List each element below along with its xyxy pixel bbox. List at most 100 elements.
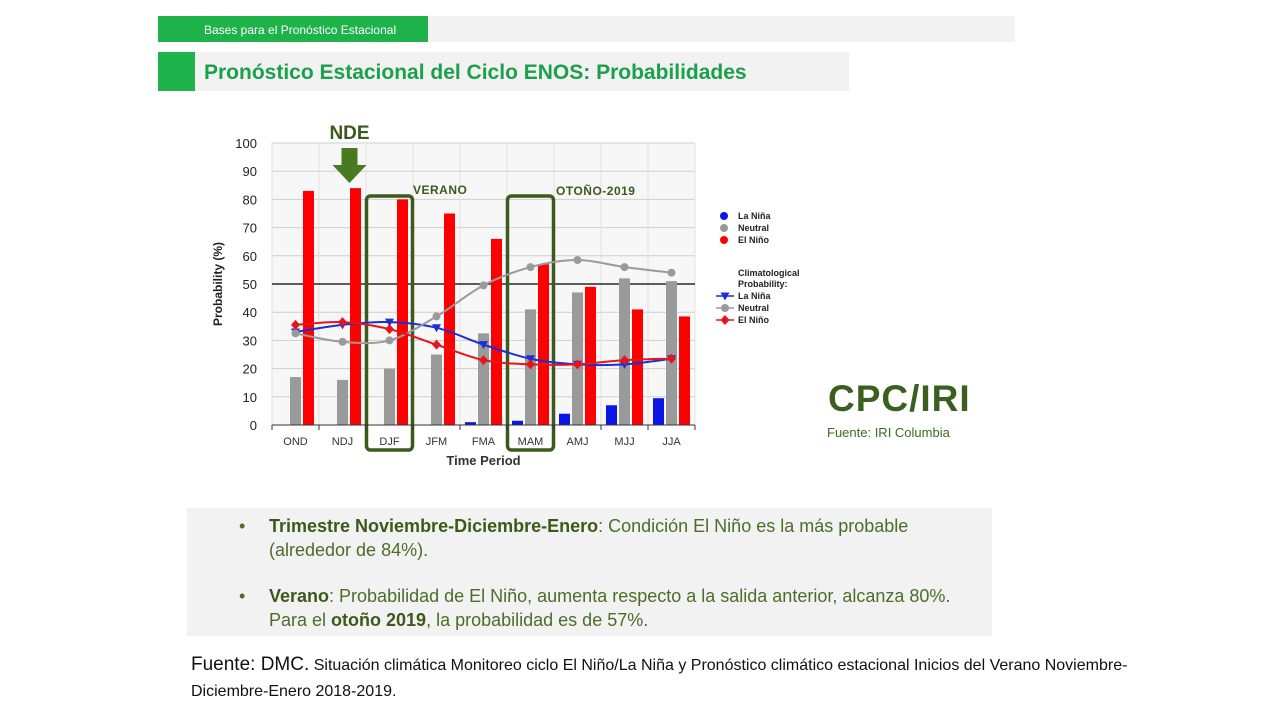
bar-neutral xyxy=(619,278,630,425)
legend-title: Climatological xyxy=(738,268,800,278)
y-tick-label: 70 xyxy=(243,221,257,236)
bar-neutral xyxy=(290,377,301,425)
note-text: : Probabilidad de El Niño, aumenta respe… xyxy=(269,586,951,630)
nde-label: NDE xyxy=(329,123,369,144)
marker-diamond xyxy=(338,317,347,328)
bar-neutral xyxy=(337,379,348,425)
section-header-bar: Bases para el Pronóstico Estacional xyxy=(158,16,1015,42)
down-arrow-icon xyxy=(332,148,367,183)
bullet-icon: • xyxy=(239,516,246,536)
note-text: : Condición El Niño es la más probable (… xyxy=(269,516,909,560)
bar-lania xyxy=(559,413,570,425)
marker-triangle xyxy=(720,292,730,301)
marker-circle xyxy=(620,263,629,272)
legend-swatch xyxy=(720,212,728,220)
x-tick-label: DJF xyxy=(379,436,399,448)
bar-elnio xyxy=(491,238,502,425)
bar-lania xyxy=(653,398,664,425)
legend-title: Probability: xyxy=(738,279,788,289)
source-label: Fuente: DMC. xyxy=(191,654,310,675)
bar-elnio xyxy=(397,199,408,425)
cpc-iri-logo: CPC/IRI xyxy=(828,378,971,419)
marker-circle xyxy=(721,304,729,312)
note-bold: otoño 2019 xyxy=(331,610,427,630)
bar-lania xyxy=(512,420,523,425)
notes-panel: • Trimestre Noviembre-Diciembre-Enero: C… xyxy=(187,508,992,636)
x-tick-label: MJJ xyxy=(614,436,634,448)
x-tick-label: JJA xyxy=(662,436,681,448)
axes: 0 10 20 30 40 50 60 70 80 90 100 OND NDJ DJF JFM FMA MAM… xyxy=(211,136,696,468)
bar-neutral xyxy=(384,368,395,425)
note-bold: Verano xyxy=(269,586,330,606)
marker-diamond xyxy=(432,339,441,350)
bar-elnio xyxy=(679,316,690,425)
marker-diamond xyxy=(573,359,582,370)
highlight-box xyxy=(505,194,556,452)
x-tick-label: FMA xyxy=(472,436,496,448)
x-tick-label: OND xyxy=(283,436,308,448)
title-bar: Pronóstico Estacional del Ciclo ENOS: Pr… xyxy=(158,52,849,91)
bar-neutral xyxy=(572,292,583,425)
note-text: , la probabilidad es de 57%. xyxy=(426,610,649,630)
y-tick-label: 50 xyxy=(243,277,257,292)
legend-label: El Niño xyxy=(738,315,770,325)
x-tick-label: MAM xyxy=(518,436,544,448)
marker-circle xyxy=(479,281,488,290)
marker-diamond xyxy=(667,353,676,364)
summer-label: VERANO xyxy=(413,183,467,197)
marker-triangle xyxy=(479,341,488,350)
marker-diamond xyxy=(526,359,535,370)
marker-circle xyxy=(432,312,441,321)
legend-label: La Niña xyxy=(738,211,772,221)
title-accent xyxy=(158,52,195,91)
marker-triangle xyxy=(432,324,441,333)
autumn-label: OTOÑO-2019 xyxy=(556,183,635,198)
marker-circle xyxy=(573,256,582,265)
note-item: • Trimestre Noviembre-Diciembre-Enero: C… xyxy=(217,514,972,562)
marker-diamond xyxy=(479,355,488,366)
y-tick-label: 100 xyxy=(235,136,257,151)
x-axis-title: Time Period xyxy=(446,453,520,468)
note-bold: Trimestre Noviembre-Diciembre-Enero xyxy=(269,516,599,536)
marker-circle xyxy=(667,268,676,277)
y-tick-label: 90 xyxy=(243,164,257,179)
chart-source: Fuente: IRI Columbia xyxy=(827,425,950,440)
marker-circle xyxy=(526,263,535,272)
bullet-icon: • xyxy=(239,586,246,606)
legend-label: Neutral xyxy=(738,303,769,313)
bar-neutral xyxy=(478,333,489,425)
y-tick-label: 40 xyxy=(243,305,257,320)
marker-diamond xyxy=(291,319,300,330)
bar-lania xyxy=(465,422,476,425)
marker-diamond xyxy=(385,324,394,335)
x-tick-label: AMJ xyxy=(567,436,589,448)
y-tick-label: 10 xyxy=(243,390,257,405)
y-tick-label: 0 xyxy=(250,418,257,433)
legend-label: El Niño xyxy=(738,235,770,245)
bar-elnio xyxy=(585,286,596,425)
legend: La Niña Neutral El Niño ClimatologicalProba… xyxy=(716,211,800,325)
bar-elnio xyxy=(444,213,455,425)
legend-swatch xyxy=(720,236,728,244)
legend-label: La Niña xyxy=(738,291,772,301)
bar-elnio xyxy=(303,190,314,425)
bar-elnio xyxy=(632,309,643,425)
marker-diamond xyxy=(720,315,730,325)
y-tick-label: 30 xyxy=(243,333,257,348)
y-tick-label: 80 xyxy=(243,192,257,207)
marker-triangle xyxy=(526,355,535,364)
bar-neutral xyxy=(431,354,442,425)
bar-elnio xyxy=(350,188,361,425)
marker-circle xyxy=(338,337,347,346)
page-title: Pronóstico Estacional del Ciclo ENOS: Pr… xyxy=(204,61,747,84)
source-text: Situación climática Monitoreo ciclo El N… xyxy=(191,657,1128,700)
y-tick-label: 20 xyxy=(243,362,257,377)
x-tick-label: NDJ xyxy=(332,436,353,448)
marker-circle xyxy=(291,329,300,338)
bar-elnio xyxy=(538,264,549,425)
enso-probability-chart: 0 10 20 30 40 50 60 70 80 90 100 OND NDJ DJF JFM FMA MAM… xyxy=(211,123,800,468)
legend-label: Neutral xyxy=(738,223,769,233)
climatology-lines xyxy=(291,256,676,370)
y-axis-title: Probability (%) xyxy=(211,242,225,326)
y-tick-label: 60 xyxy=(243,249,257,264)
